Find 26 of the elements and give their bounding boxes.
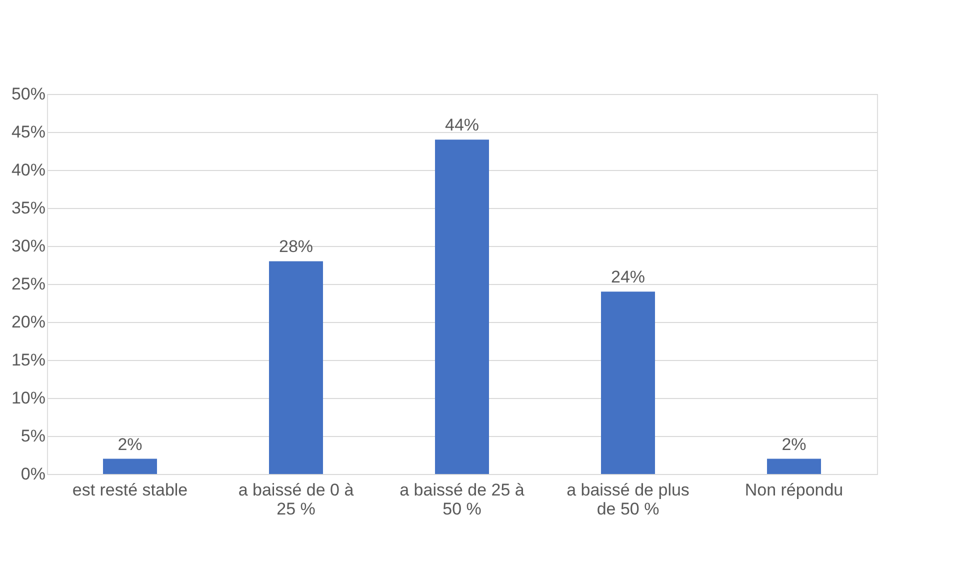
y-tick-label: 40%: [11, 160, 46, 180]
y-tick-label: 25%: [11, 274, 46, 294]
y-tick-label: 45%: [11, 122, 46, 142]
data-label: 2%: [118, 434, 142, 454]
y-tick-label: 0%: [20, 464, 46, 484]
data-label: 2%: [782, 434, 806, 454]
x-tick-label: est resté stable: [72, 480, 188, 500]
x-tick-label: a baissé de 25 à 50 %: [400, 480, 525, 518]
y-tick-label: 15%: [11, 350, 46, 370]
data-label: 28%: [278, 237, 314, 256]
y-tick-label: 50%: [11, 84, 46, 104]
x-tick-label: Non répondu: [744, 480, 844, 500]
y-tick-label: 35%: [11, 198, 46, 218]
x-tick-label: a baissé de plus de 50 %: [566, 480, 690, 518]
bar: [767, 458, 821, 474]
y-tick-label: 10%: [11, 388, 46, 408]
bar: [269, 261, 323, 474]
y-tick-label: 20%: [11, 312, 46, 332]
y-tick-label: 30%: [11, 236, 46, 256]
y-tick-label: 5%: [20, 426, 46, 446]
bar: [601, 292, 655, 474]
bar: [435, 140, 489, 474]
x-tick-label: a baissé de 0 à 25 %: [238, 480, 354, 518]
data-label: 24%: [610, 268, 646, 287]
data-label: 44%: [444, 116, 480, 135]
bar: [103, 458, 157, 474]
